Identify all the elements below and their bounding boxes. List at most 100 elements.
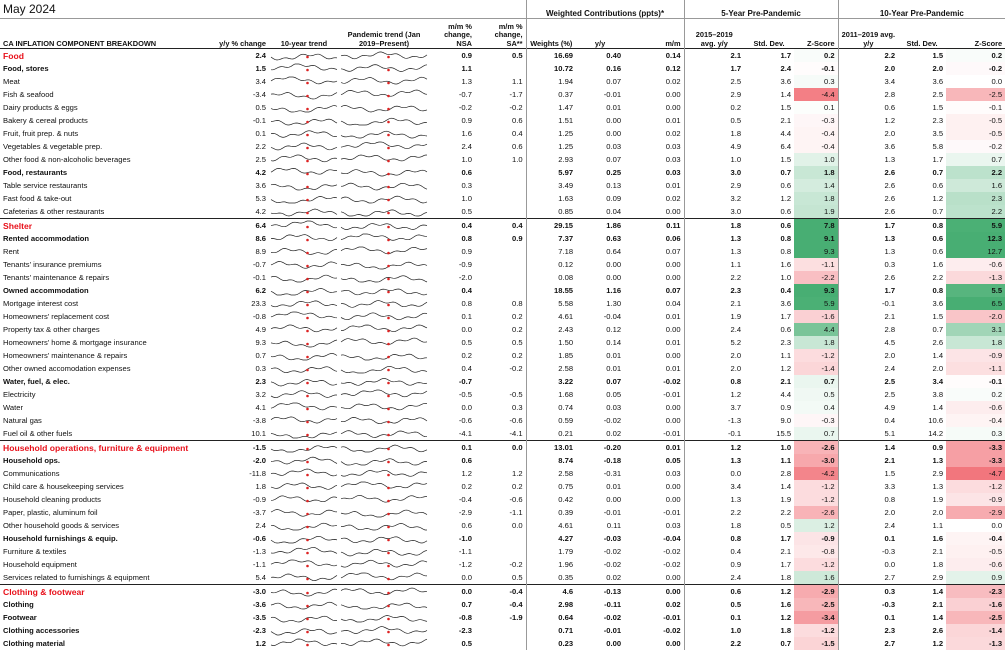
trend-cell bbox=[339, 219, 429, 233]
value-cell: 2.9 bbox=[898, 571, 946, 585]
value-cell: 2.8 bbox=[838, 323, 898, 336]
col-header: m/m bbox=[624, 19, 684, 49]
value-cell: 2.0 bbox=[684, 362, 744, 375]
sparkline bbox=[339, 284, 429, 297]
sparkline bbox=[339, 388, 429, 401]
sparkline bbox=[339, 127, 429, 140]
value-cell: 0.3 bbox=[838, 258, 898, 271]
value-cell: 0.3 bbox=[838, 585, 898, 599]
value-cell: 1.8 bbox=[684, 219, 744, 233]
value-cell: 2.3 bbox=[946, 192, 1005, 205]
value-cell: 3.6 bbox=[898, 297, 946, 310]
value-cell: -0.13 bbox=[576, 585, 624, 599]
value-cell: -0.8 bbox=[794, 545, 838, 558]
value-cell: 0.74 bbox=[526, 401, 576, 414]
value-cell: -0.6 bbox=[475, 493, 526, 506]
value-cell: 0.7 bbox=[794, 375, 838, 388]
value-cell: 1.8 bbox=[744, 571, 794, 585]
value-cell: 1.50 bbox=[526, 336, 576, 349]
value-cell: 0.35 bbox=[526, 571, 576, 585]
value-cell: -0.02 bbox=[624, 624, 684, 637]
value-cell: -2.5 bbox=[794, 598, 838, 611]
sparkline bbox=[269, 375, 339, 388]
value-cell: 1.6 bbox=[429, 127, 475, 140]
sparkline bbox=[269, 598, 339, 611]
value-cell: 1.5 bbox=[898, 310, 946, 323]
col-header: CA INFLATION COMPONENT BREAKDOWN bbox=[0, 19, 215, 49]
value-cell: 0.11 bbox=[624, 219, 684, 233]
value-cell: 14.2 bbox=[898, 427, 946, 441]
value-cell: -1.9 bbox=[475, 611, 526, 624]
sparkline bbox=[269, 140, 339, 153]
sparkline bbox=[339, 88, 429, 101]
value-cell: 0.03 bbox=[576, 401, 624, 414]
value-cell: 0.01 bbox=[576, 101, 624, 114]
trend-cell bbox=[339, 375, 429, 388]
component-name: Other owned accomodation expenses bbox=[0, 362, 215, 375]
value-cell: -0.31 bbox=[576, 467, 624, 480]
trend-cell bbox=[339, 558, 429, 571]
sparkline bbox=[269, 192, 339, 205]
value-cell: 1.2 bbox=[744, 585, 794, 599]
value-cell: 0.03 bbox=[624, 140, 684, 153]
col-header: Z-Score bbox=[794, 19, 838, 49]
trend-cell bbox=[339, 624, 429, 637]
value-cell: 0.03 bbox=[624, 519, 684, 532]
value-cell: 0.4 bbox=[684, 545, 744, 558]
value-cell: 1.3 bbox=[684, 232, 744, 245]
sparkline bbox=[269, 414, 339, 427]
value-cell: 0.11 bbox=[576, 519, 624, 532]
value-cell: 3.7 bbox=[684, 401, 744, 414]
value-cell: 3.0 bbox=[684, 166, 744, 179]
value-cell: 0.9 bbox=[946, 571, 1005, 585]
value-cell: 1.68 bbox=[526, 388, 576, 401]
value-cell: 2.2 bbox=[744, 506, 794, 519]
trend-cell bbox=[269, 637, 339, 650]
value-cell: -1.2 bbox=[946, 480, 1005, 493]
trend-cell bbox=[339, 454, 429, 467]
sparkline bbox=[269, 49, 339, 62]
col-header: 10-year trend bbox=[269, 19, 339, 49]
value-cell: 7.37 bbox=[526, 232, 576, 245]
value-cell: 0.6 bbox=[744, 219, 794, 233]
value-cell: 2.6 bbox=[898, 336, 946, 349]
trend-cell bbox=[339, 480, 429, 493]
value-cell: 3.4 bbox=[898, 375, 946, 388]
value-cell: 0.6 bbox=[744, 323, 794, 336]
value-cell: 8.74 bbox=[526, 454, 576, 467]
value-cell: 5.5 bbox=[946, 284, 1005, 297]
col-header: y/y bbox=[576, 19, 624, 49]
sparkline bbox=[339, 545, 429, 558]
value-cell: 9.3 bbox=[215, 336, 269, 349]
table-row: Paper, plastic, aluminum foil-3.7-2.9-1.… bbox=[0, 506, 1005, 519]
component-name: Communications bbox=[0, 467, 215, 480]
trend-cell bbox=[269, 506, 339, 519]
value-cell: 0.2 bbox=[429, 480, 475, 493]
value-cell: 2.4 bbox=[744, 62, 794, 75]
value-cell: 1.1 bbox=[898, 519, 946, 532]
value-cell: -0.11 bbox=[576, 598, 624, 611]
value-cell: 5.3 bbox=[215, 192, 269, 205]
sparkline bbox=[339, 506, 429, 519]
trend-cell bbox=[339, 545, 429, 558]
trend-cell bbox=[269, 558, 339, 571]
value-cell: 0.7 bbox=[215, 349, 269, 362]
value-cell: 1.8 bbox=[215, 480, 269, 493]
value-cell: -4.4 bbox=[794, 88, 838, 101]
trend-cell bbox=[339, 49, 429, 63]
col-header: Z-Score bbox=[946, 19, 1005, 49]
value-cell: 0.00 bbox=[624, 401, 684, 414]
value-cell: 2.8 bbox=[744, 467, 794, 480]
value-cell: 1.9 bbox=[744, 493, 794, 506]
sparkline bbox=[269, 101, 339, 114]
value-cell: -0.9 bbox=[215, 493, 269, 506]
sparkline bbox=[339, 49, 429, 62]
value-cell: 0.1 bbox=[794, 101, 838, 114]
value-cell: 1.7 bbox=[838, 219, 898, 233]
value-cell: 0.16 bbox=[576, 62, 624, 75]
value-cell: 2.5 bbox=[838, 388, 898, 401]
sparkline bbox=[269, 245, 339, 258]
sparkline bbox=[339, 258, 429, 271]
sparkline bbox=[269, 153, 339, 166]
